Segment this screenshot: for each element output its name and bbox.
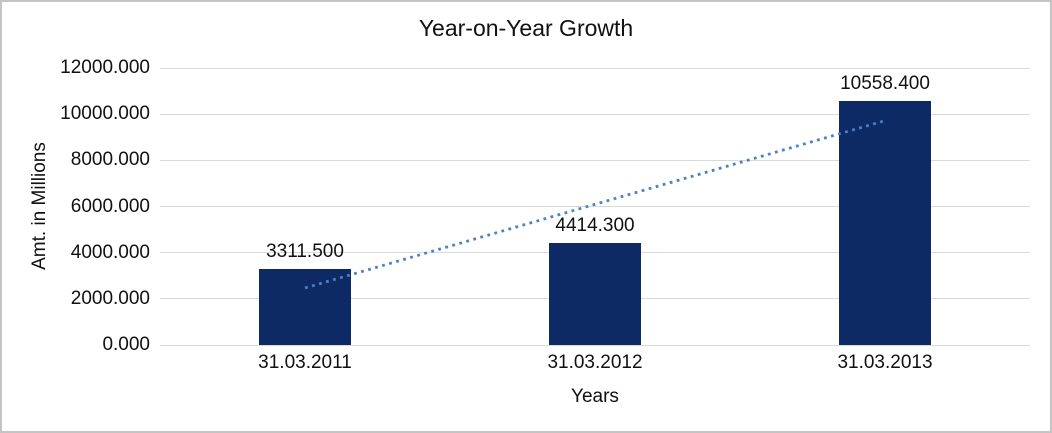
- x-tick-label: 31.03.2013: [837, 352, 933, 373]
- bar: [839, 101, 931, 345]
- bar-value-label: 10558.400: [840, 73, 930, 95]
- bar: [549, 243, 641, 345]
- y-tick-label: 8000.000: [70, 149, 150, 171]
- y-tick-label: 12000.000: [60, 57, 150, 78]
- chart-title: Year-on-Year Growth: [418, 15, 634, 41]
- trendline: [304, 119, 886, 290]
- gridline: [160, 159, 1030, 161]
- x-tick-label: 31.03.2011: [258, 352, 352, 373]
- gridline: [160, 206, 1030, 207]
- y-tick-label: 10000.000: [60, 103, 150, 125]
- y-tick-label: 0.000: [102, 334, 150, 355]
- x-tick-label: 31.03.2012: [547, 352, 643, 373]
- bar-value-label: 3311.500: [266, 240, 344, 262]
- gridline: [160, 113, 1030, 115]
- plot-area: 3311.500 4414.300 10558.400: [160, 67, 1030, 346]
- y-tick-label: 2000.000: [70, 287, 150, 309]
- y-tick-label: 6000.000: [70, 195, 150, 217]
- y-axis-tick-labels: 12000.000 10000.000 8000.000 6000.000 4000.0…: [2, 2, 150, 431]
- y-tick-label: 4000.000: [70, 241, 150, 263]
- bar: [259, 268, 351, 345]
- bar-value-label: 4414.300: [555, 215, 635, 237]
- gridline: [160, 67, 1030, 69]
- trendline-path: [304, 119, 886, 290]
- x-axis-title: Years: [571, 386, 619, 407]
- x-axis-tick-labels: 31.03.2011 31.03.2012 31.03.2013: [160, 352, 1030, 376]
- gridline: [160, 344, 1030, 346]
